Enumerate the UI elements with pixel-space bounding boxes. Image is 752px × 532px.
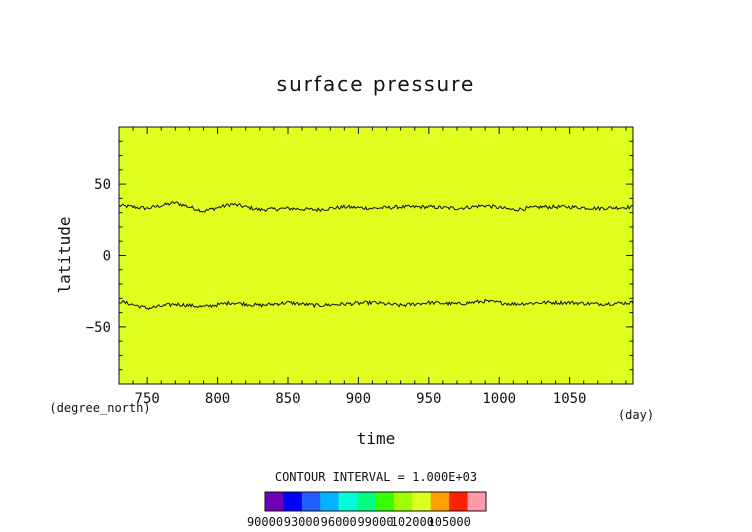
x-axis-label: time: [357, 429, 396, 448]
chart-title: surface pressure: [277, 72, 476, 96]
contour-lines: [118, 201, 634, 311]
colorbar: [264, 491, 487, 512]
x-tick-label: 1000: [482, 391, 516, 407]
colorbar-swatch: [449, 492, 468, 511]
x-tick-label: 950: [416, 391, 441, 407]
y-tick-label: 0: [103, 249, 111, 265]
colorbar-label: 96000: [321, 515, 357, 529]
contour-interval-label: CONTOUR INTERVAL = 1.000E+03: [275, 470, 477, 484]
colorbar-label: 102000: [391, 515, 434, 529]
colorbar-swatch: [338, 492, 358, 511]
colorbar-swatch: [467, 492, 487, 511]
colorbar-swatch: [357, 492, 376, 511]
x-tick-label: 1050: [553, 391, 587, 407]
colorbar-swatch: [265, 492, 284, 511]
x-tick-label: 750: [135, 391, 160, 407]
x-tick-label: 800: [205, 391, 230, 407]
colorbar-label: 99000: [357, 515, 393, 529]
colorbar-label: 93000: [284, 515, 320, 529]
x-tick-label: 850: [275, 391, 300, 407]
colorbar-frame: [264, 491, 487, 512]
contour-line-2: [118, 298, 634, 311]
colorbar-swatch: [283, 492, 303, 511]
y-tick-label: −50: [86, 320, 111, 336]
pressure-field: [119, 127, 633, 384]
y-tick-labels: 50 0 −50: [86, 177, 111, 336]
colorbar-swatch: [320, 492, 339, 511]
x-axis-unit: (day): [618, 408, 654, 422]
colorbar-swatch: [430, 492, 450, 511]
y-tick-label: 50: [94, 177, 111, 193]
x-tick-labels: 750 800 850 900 950 1000 1050: [135, 391, 587, 407]
y-axis-label: latitude: [55, 216, 74, 293]
colorbar-swatch: [393, 492, 413, 511]
colorbar-swatch: [301, 492, 321, 511]
y-axis-unit: (degree_north): [49, 401, 150, 415]
contour-line-1: [118, 201, 634, 213]
x-tick-label: 900: [346, 391, 371, 407]
colorbar-label: 90000: [247, 515, 283, 529]
colorbar-swatch: [412, 492, 432, 511]
colorbar-label: 105000: [428, 515, 471, 529]
axis-ticks: [119, 127, 633, 384]
colorbar-swatch: [375, 492, 395, 511]
